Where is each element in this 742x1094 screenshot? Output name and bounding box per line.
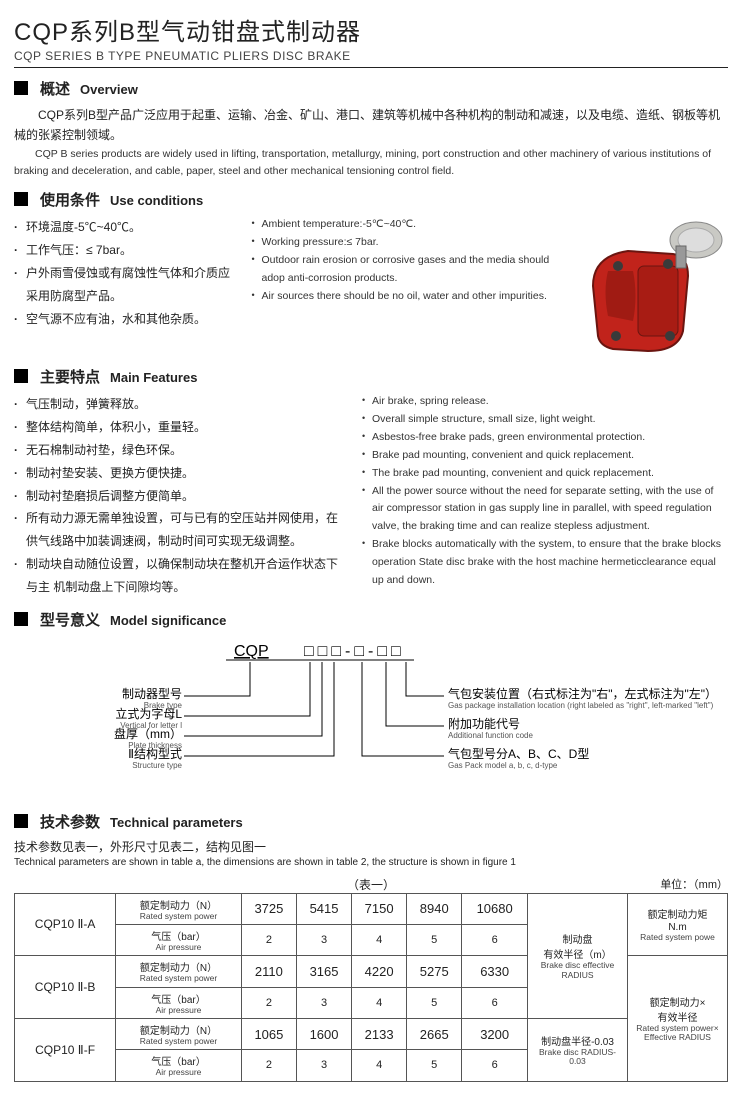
feat-item-en: Brake pad mounting, convenient and quick…: [362, 447, 728, 465]
svg-text:制动器型号: 制动器型号: [122, 687, 182, 701]
svg-text:Additional function code: Additional function code: [448, 731, 534, 740]
svg-text:气包安装位置（右式标注为"右"，左式标注为"左"）: 气包安装位置（右式标注为"右"，左式标注为"左"）: [448, 686, 717, 701]
use-en-list: Ambient temperature:-5℃~40℃.Working pres…: [251, 216, 568, 356]
use-head: 使用条件 Use conditions: [14, 189, 728, 210]
tech-head: 技术参数 Technical parameters: [14, 811, 728, 832]
tech-note-cn: 技术参数见表一，外形尺寸见表二，结构见图一: [14, 838, 728, 855]
svg-text:Structure type: Structure type: [132, 761, 182, 770]
feat-cn-list: 气压制动，弹簧释放。整体结构简单，体积小，重量轻。无石棉制动衬垫，绿色环保。制动…: [14, 393, 344, 598]
table-caption: （表一）: [347, 876, 395, 893]
use-item-cn: 户外雨雪侵蚀或有腐蚀性气体和介质应采用防腐型产品。: [14, 262, 241, 308]
use-item-en: Ambient temperature:-5℃~40℃.: [251, 216, 568, 234]
feat-item-cn: 制动衬垫安装、更换方便快捷。: [14, 462, 344, 485]
svg-text:气包型号分A、B、C、D型: 气包型号分A、B、C、D型: [448, 746, 589, 761]
feat-en-list: Air brake, spring release.Overall simple…: [362, 393, 728, 598]
feat-head-en: Main Features: [110, 370, 197, 385]
section-square-icon: [14, 814, 28, 828]
page-title-en: CQP SERIES B TYPE PNEUMATIC PLIERS DISC …: [14, 49, 728, 63]
feat-item-en: All the power source without the need fo…: [362, 483, 728, 537]
tech-head-en: Technical parameters: [110, 815, 243, 830]
feat-item-en: Air brake, spring release.: [362, 393, 728, 411]
title-rule: [14, 67, 728, 68]
overview-para-en: CQP B series products are widely used in…: [14, 146, 728, 180]
feat-item-cn: 制动衬垫磨损后调整方便简单。: [14, 485, 344, 508]
page-title-cn: CQP系列B型气动钳盘式制动器: [14, 12, 728, 47]
model-head: 型号意义 Model significance: [14, 609, 728, 630]
feat-item-en: The brake pad mounting, convenient and q…: [362, 465, 728, 483]
overview-head: 概述 Overview: [14, 78, 728, 99]
feat-item-cn: 所有动力源无需单独设置，可与已有的空压站并网使用，在供气线路中加装调速阀，制动时…: [14, 507, 344, 553]
section-square-icon: [14, 81, 28, 95]
svg-text:Gas Pack model a, b, c, d-type: Gas Pack model a, b, c, d-type: [448, 761, 558, 770]
feat-item-en: Asbestos-free brake pads, green environm…: [362, 429, 728, 447]
overview-head-en: Overview: [80, 82, 138, 97]
section-square-icon: [14, 612, 28, 626]
feat-item-en: Brake blocks automatically with the syst…: [362, 536, 728, 590]
feat-item-cn: 制动块自动随位设置，以确保制动块在整机开合运作状态下与主 机制动盘上下间隙均等。: [14, 553, 344, 599]
model-head-cn: 型号意义: [40, 609, 100, 630]
use-item-en: Outdoor rain erosion or corrosive gases …: [251, 252, 568, 288]
table-unit: 单位：（mm）: [395, 876, 728, 892]
feat-item-cn: 整体结构简单，体积小，重量轻。: [14, 416, 344, 439]
model-code-main: CQP: [234, 643, 269, 660]
svg-text:盘厚（mm）: 盘厚（mm）: [114, 726, 182, 741]
overview-para-cn: CQP系列B型产品广泛应用于起重、运输、冶金、矿山、港口、建筑等机械中各种机构的…: [14, 105, 728, 146]
tech-head-cn: 技术参数: [40, 811, 100, 832]
section-square-icon: [14, 369, 28, 383]
svg-text:Ⅱ结构型式: Ⅱ结构型式: [128, 746, 182, 761]
feat-item-en: Overall simple structure, small size, li…: [362, 411, 728, 429]
section-square-icon: [14, 192, 28, 206]
overview-head-cn: 概述: [40, 78, 70, 99]
use-head-en: Use conditions: [110, 193, 203, 208]
feat-head-cn: 主要特点: [40, 366, 100, 387]
svg-text:附加功能代号: 附加功能代号: [448, 717, 520, 731]
use-item-cn: 空气源不应有油，水和其他杂质。: [14, 308, 241, 331]
brake-product-image: [578, 216, 728, 356]
model-code-box: □□□-□-□□: [304, 643, 405, 660]
use-item-en: Air sources there should be no oil, wate…: [251, 288, 568, 306]
feat-item-cn: 气压制动，弹簧释放。: [14, 393, 344, 416]
use-item-cn: 工作气压：≤ 7bar。: [14, 239, 241, 262]
model-head-en: Model significance: [110, 613, 226, 628]
use-head-cn: 使用条件: [40, 189, 100, 210]
params-table: CQP10 Ⅱ-A额定制动力（N）Rated system power37255…: [14, 893, 728, 1082]
feat-head: 主要特点 Main Features: [14, 366, 728, 387]
tech-note-en: Technical parameters are shown in table …: [14, 857, 728, 868]
svg-text:立式为字母L: 立式为字母L: [115, 706, 182, 721]
model-diagram: CQP □□□-□-□□ 制动器型号Brake type 立式为字母LVerti…: [14, 636, 728, 796]
feat-item-cn: 无石棉制动衬垫，绿色环保。: [14, 439, 344, 462]
use-cn-list: 环境温度-5℃~40℃。工作气压：≤ 7bar。户外雨雪侵蚀或有腐蚀性气体和介质…: [14, 216, 241, 356]
use-item-cn: 环境温度-5℃~40℃。: [14, 216, 241, 239]
svg-text:Gas package installation locat: Gas package installation location (right…: [448, 701, 714, 710]
use-item-en: Working pressure:≤ 7bar.: [251, 234, 568, 252]
